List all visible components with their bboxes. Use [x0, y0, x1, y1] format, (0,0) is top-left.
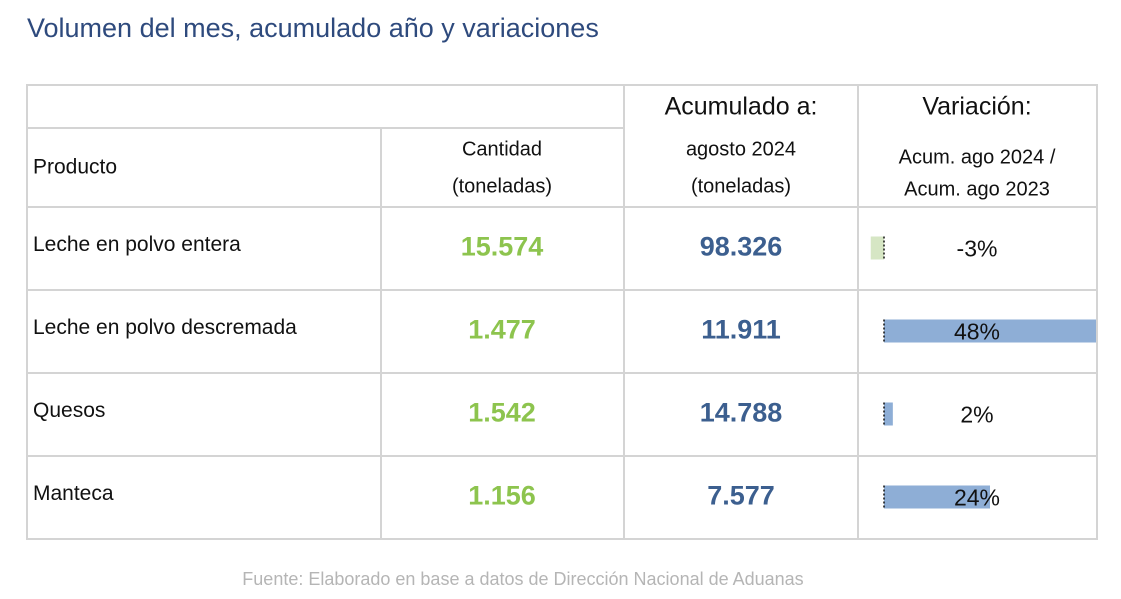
header-text: Acumulado a: — [665, 93, 818, 121]
cell — [380, 206, 625, 291]
product: Manteca — [33, 482, 114, 505]
header-text: Acum. ago 2024 / — [899, 146, 1056, 168]
header-text: Producto — [33, 156, 117, 179]
quantity: 1.156 — [468, 481, 536, 511]
header-cell — [857, 84, 1098, 208]
variation: 48% — [954, 319, 1000, 345]
accumulated: 98.326 — [700, 232, 783, 262]
cell — [380, 289, 625, 374]
cell — [623, 372, 859, 457]
accumulated: 14.788 — [700, 398, 783, 428]
cell — [380, 372, 625, 457]
variation: -3% — [957, 236, 998, 262]
header-text: (toneladas) — [691, 175, 791, 197]
data-bar — [884, 402, 893, 426]
variation: 2% — [960, 402, 993, 428]
header-text: Cantidad — [462, 138, 542, 160]
cell — [857, 372, 1098, 457]
data-bar — [884, 485, 990, 509]
quantity: 15.574 — [461, 232, 544, 262]
header-cell — [26, 84, 625, 129]
source: Fuente: Elaborado en base a datos de Dir… — [242, 569, 803, 589]
cell — [380, 455, 625, 540]
header-cell — [623, 84, 859, 208]
cell — [26, 372, 382, 457]
table: Producto Cantidad (toneladas) Acumulado … — [26, 84, 1098, 208]
title: Volumen del mes, acumulado año y variaci… — [27, 13, 599, 43]
header-cell — [380, 127, 625, 208]
data-bar — [884, 319, 1096, 343]
cell — [857, 206, 1098, 291]
data-bar — [870, 236, 884, 260]
product: Quesos — [33, 399, 105, 422]
header-text: Variación: — [922, 93, 1031, 121]
product: Leche en polvo entera — [33, 233, 241, 256]
cell — [623, 455, 859, 540]
quantity: 1.542 — [468, 398, 536, 428]
accumulated: 11.911 — [701, 315, 781, 345]
header-cell — [26, 127, 382, 208]
quantity: 1.477 — [468, 315, 536, 345]
variation: 24% — [954, 485, 1000, 511]
header-text: Acum. ago 2023 — [904, 178, 1050, 200]
accumulated: 7.577 — [707, 481, 775, 511]
product: Leche en polvo descremada — [33, 316, 297, 339]
header-text: agosto 2024 — [686, 138, 796, 160]
header-text: (toneladas) — [452, 175, 552, 197]
